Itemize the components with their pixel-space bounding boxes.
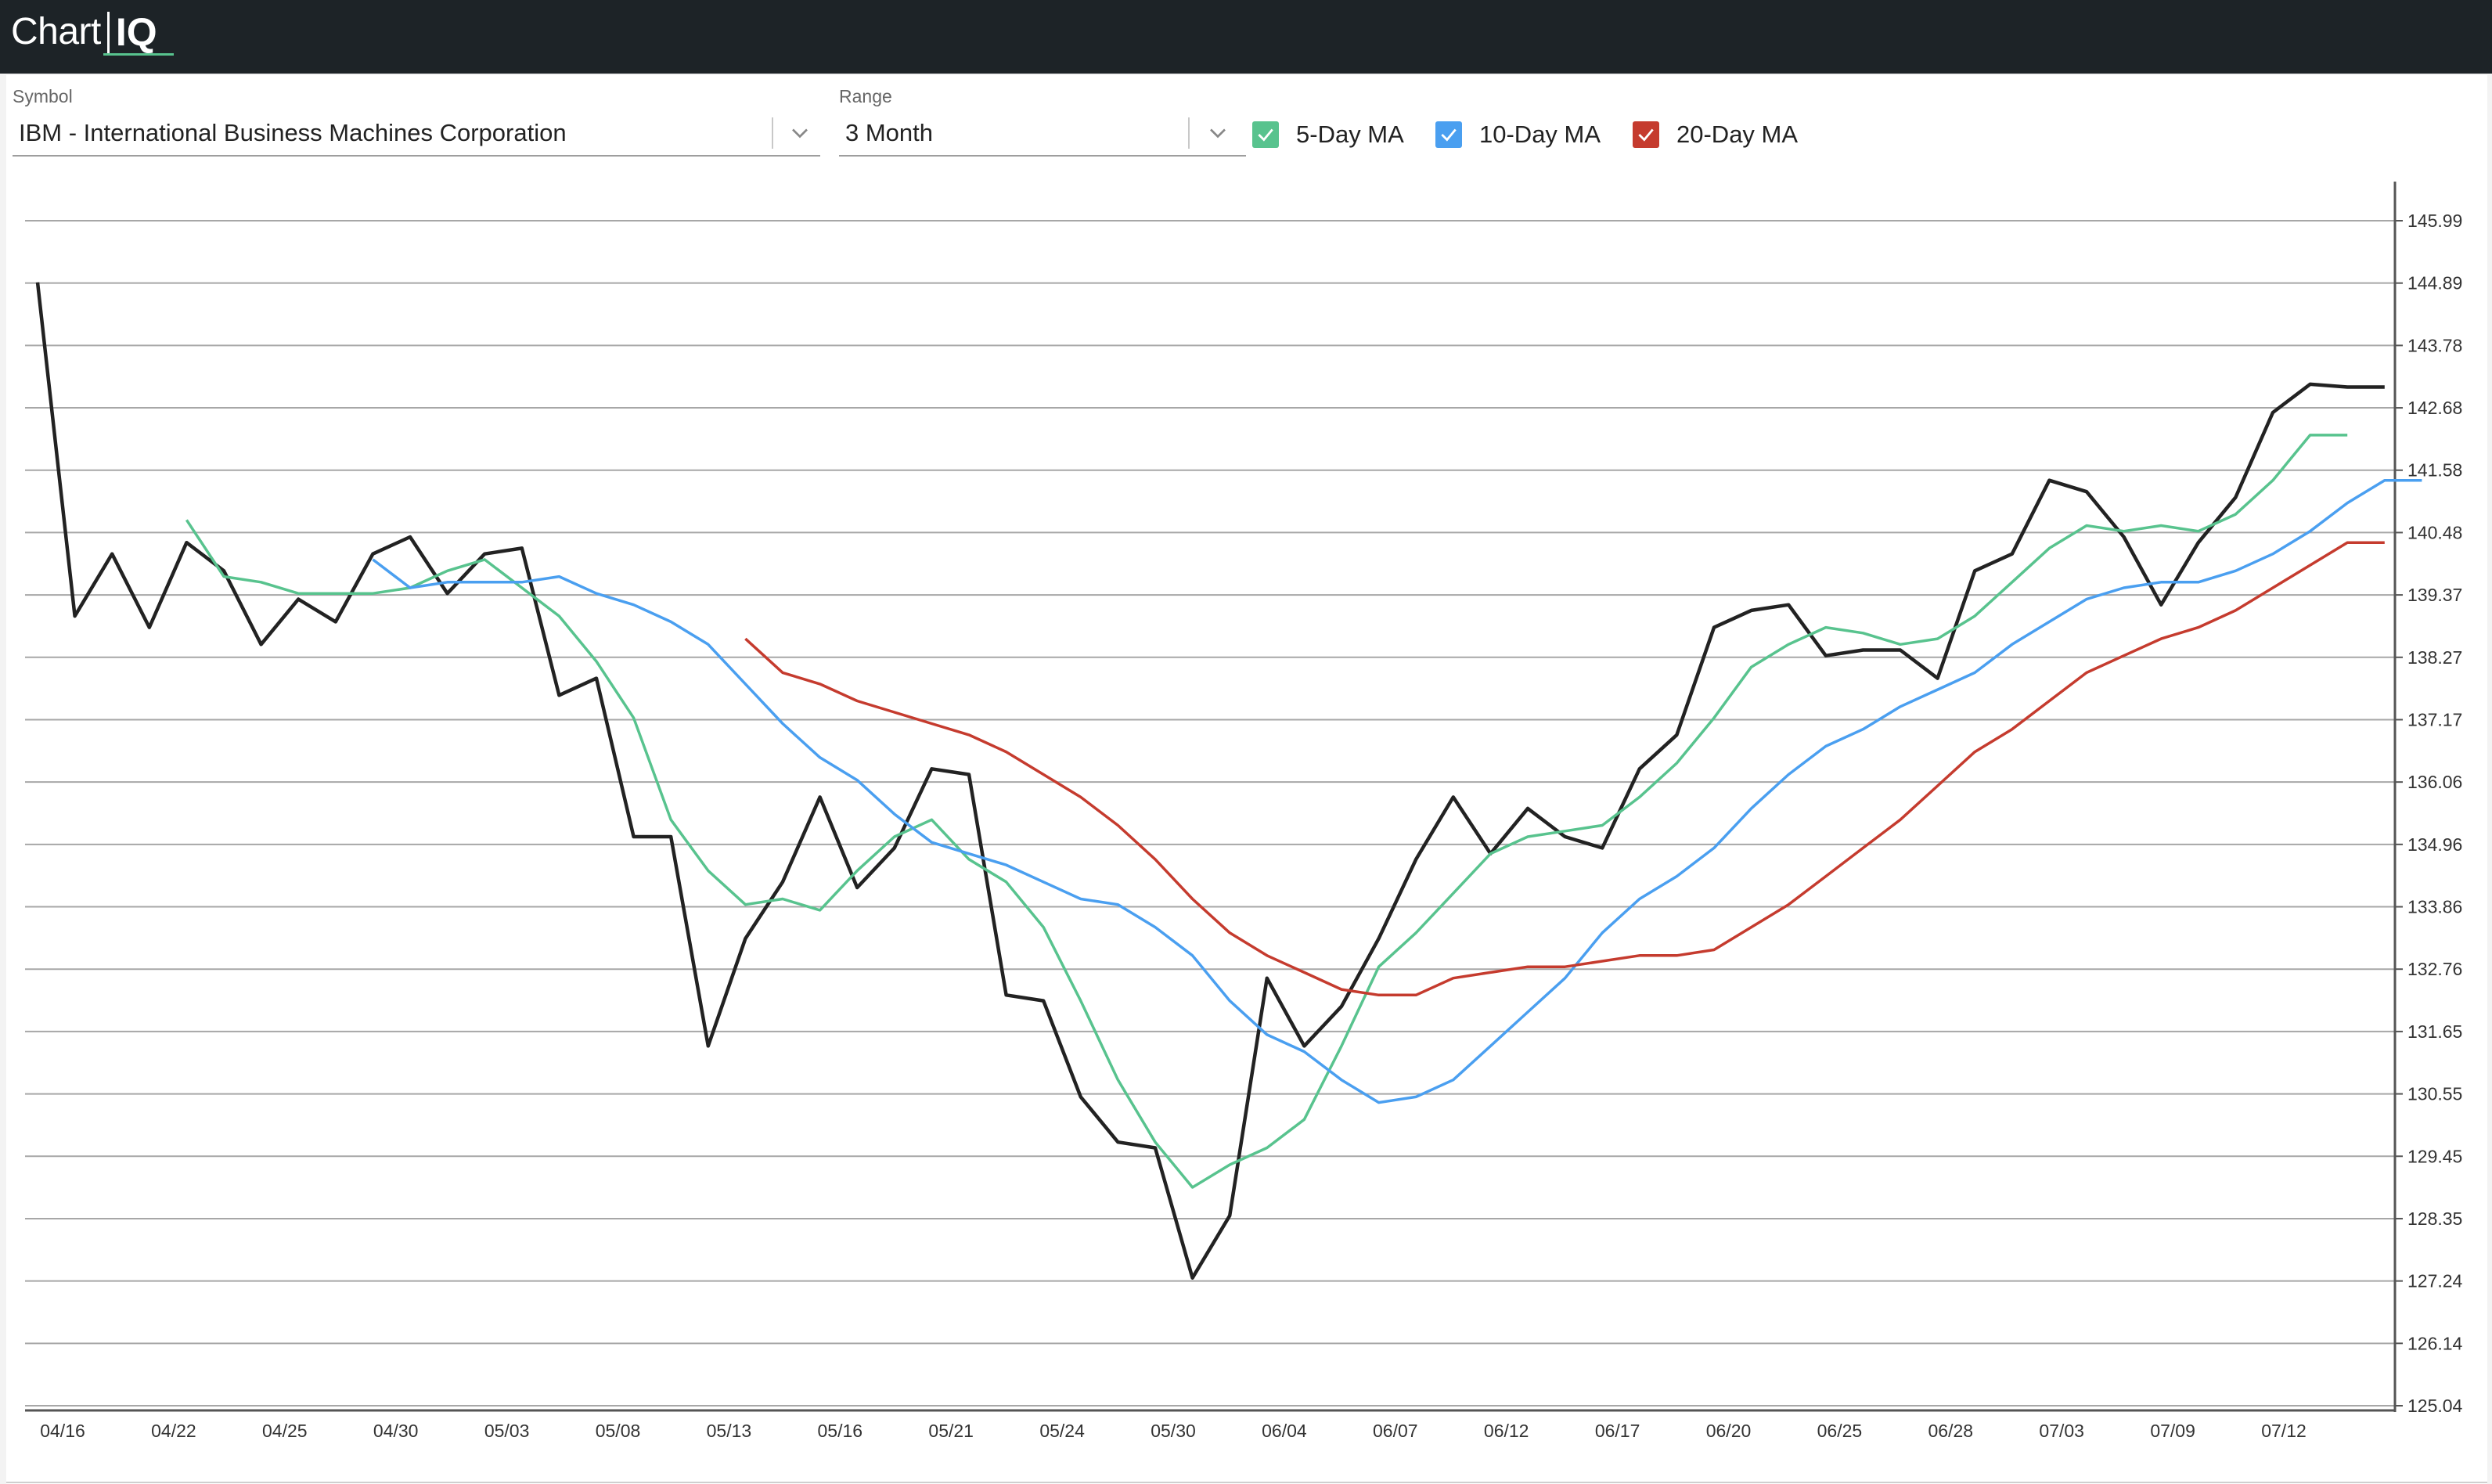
range-label: Range bbox=[839, 86, 892, 106]
x-tick-label: 07/12 bbox=[2261, 1421, 2307, 1441]
checkbox-checked-icon[interactable] bbox=[1252, 121, 1279, 148]
range-value: 3 Month bbox=[845, 119, 934, 146]
chartiq-logo: Chart IQ bbox=[11, 8, 174, 63]
y-tick-label: 140.48 bbox=[2407, 522, 2462, 542]
y-tick-label: 133.86 bbox=[2407, 897, 2462, 917]
checkbox-checked-icon[interactable] bbox=[1435, 121, 1462, 148]
logo-underline bbox=[103, 53, 174, 56]
range-select-divider bbox=[1188, 117, 1190, 149]
y-tick-label: 141.58 bbox=[2407, 460, 2462, 481]
x-tick-label: 06/20 bbox=[1706, 1421, 1752, 1441]
y-tick-label: 145.99 bbox=[2407, 211, 2462, 231]
main-panel: Symbol IBM - International Business Mach… bbox=[6, 75, 2487, 1484]
x-tick-label: 06/07 bbox=[1373, 1421, 1418, 1441]
symbol-select[interactable]: IBM - International Business Machines Co… bbox=[13, 105, 820, 157]
ma-toggle-label: 5-Day MA bbox=[1296, 121, 1404, 148]
y-tick-label: 137.17 bbox=[2407, 709, 2462, 729]
x-tick-label: 05/03 bbox=[484, 1421, 530, 1441]
x-tick-label: 04/16 bbox=[40, 1421, 85, 1441]
ma-series-line bbox=[185, 434, 2348, 1189]
y-tick-label: 136.06 bbox=[2407, 772, 2462, 792]
symbol-value: IBM - International Business Machines Co… bbox=[19, 119, 567, 146]
y-tick-label: 128.35 bbox=[2407, 1208, 2462, 1229]
checkbox-checked-icon[interactable] bbox=[1633, 121, 1659, 148]
logo-separator bbox=[106, 12, 110, 54]
y-tick-label: 129.45 bbox=[2407, 1146, 2462, 1166]
y-tick-label: 127.24 bbox=[2407, 1271, 2463, 1291]
x-tick-label: 05/21 bbox=[928, 1421, 974, 1441]
x-tick-label: 05/13 bbox=[707, 1421, 752, 1441]
ma-toggle-label: 10-Day MA bbox=[1479, 121, 1601, 148]
ma-toggle-label: 20-Day MA bbox=[1676, 121, 1799, 148]
x-tick-label: 05/24 bbox=[1039, 1421, 1085, 1441]
x-tick-label: 04/25 bbox=[262, 1421, 308, 1441]
x-tick-label: 06/17 bbox=[1595, 1421, 1640, 1441]
symbol-label: Symbol bbox=[13, 86, 73, 106]
logo-text-iq: IQ bbox=[115, 10, 157, 54]
y-tick-label: 144.89 bbox=[2407, 273, 2462, 294]
y-tick-label: 139.37 bbox=[2407, 585, 2462, 605]
ma-toggle-10day[interactable]: 10-Day MA bbox=[1435, 119, 1601, 150]
y-tick-label: 138.27 bbox=[2407, 647, 2462, 668]
x-tick-label: 06/25 bbox=[1817, 1421, 1863, 1441]
ma-series-line bbox=[372, 478, 2422, 1104]
x-tick-label: 07/03 bbox=[2039, 1421, 2084, 1441]
x-tick-label: 06/28 bbox=[1928, 1421, 1974, 1441]
ma-toggle-20day[interactable]: 20-Day MA bbox=[1633, 119, 1798, 150]
chevron-down-icon[interactable] bbox=[1204, 119, 1232, 147]
y-tick-label: 142.68 bbox=[2407, 398, 2462, 418]
price-chart[interactable]: 145.99 144.89 143.78 142.68 141.58 140.48 139.… bbox=[6, 75, 2487, 1484]
x-tick-label: 05/16 bbox=[818, 1421, 863, 1441]
x-tick-label: 04/22 bbox=[151, 1421, 196, 1441]
x-tick-label: 05/08 bbox=[596, 1421, 641, 1441]
x-tick-label: 06/04 bbox=[1262, 1421, 1307, 1441]
ma-toggle-5day[interactable]: 5-Day MA bbox=[1252, 119, 1404, 150]
x-tick-label: 05/30 bbox=[1151, 1421, 1196, 1441]
logo-iq-group: IQ bbox=[103, 8, 174, 56]
x-tick-label: 04/30 bbox=[373, 1421, 419, 1441]
range-select[interactable]: 3 Month bbox=[839, 105, 1246, 157]
top-bar: Chart IQ bbox=[0, 0, 2492, 74]
y-tick-label: 126.14 bbox=[2407, 1333, 2463, 1353]
y-tick-label: 134.96 bbox=[2407, 834, 2462, 855]
price-series-line bbox=[35, 282, 2385, 1280]
y-tick-label: 130.55 bbox=[2407, 1084, 2462, 1104]
y-tick-label: 132.76 bbox=[2407, 959, 2462, 979]
chevron-down-icon[interactable] bbox=[786, 119, 814, 147]
x-tick-label: 06/12 bbox=[1484, 1421, 1529, 1441]
y-tick-label: 125.04 bbox=[2407, 1396, 2463, 1416]
ma-series-line bbox=[744, 541, 2385, 997]
y-tick-label: 131.65 bbox=[2407, 1021, 2462, 1042]
y-tick-label: 143.78 bbox=[2407, 335, 2462, 355]
logo-text-chart: Chart bbox=[11, 11, 101, 52]
x-tick-label: 07/09 bbox=[2150, 1421, 2195, 1441]
symbol-select-divider bbox=[772, 117, 773, 149]
